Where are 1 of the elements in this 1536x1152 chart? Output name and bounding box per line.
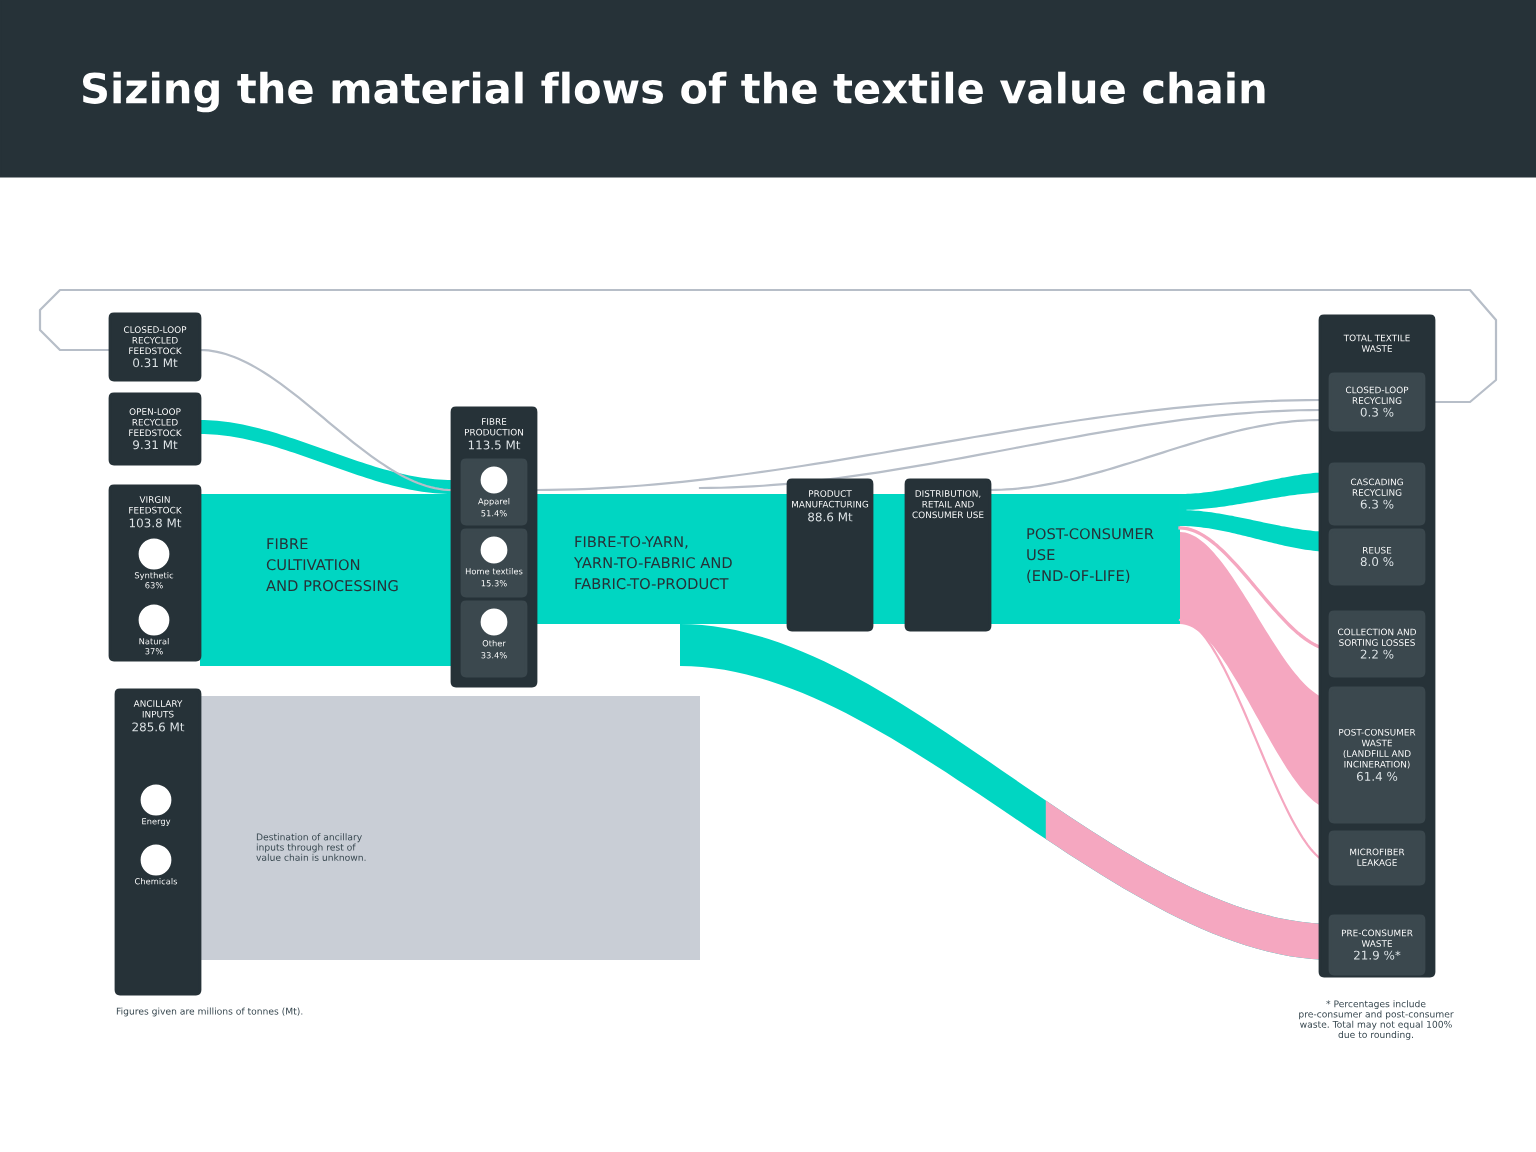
text: Sizing the material flows of the textile value chain (82, 71, 1265, 113)
